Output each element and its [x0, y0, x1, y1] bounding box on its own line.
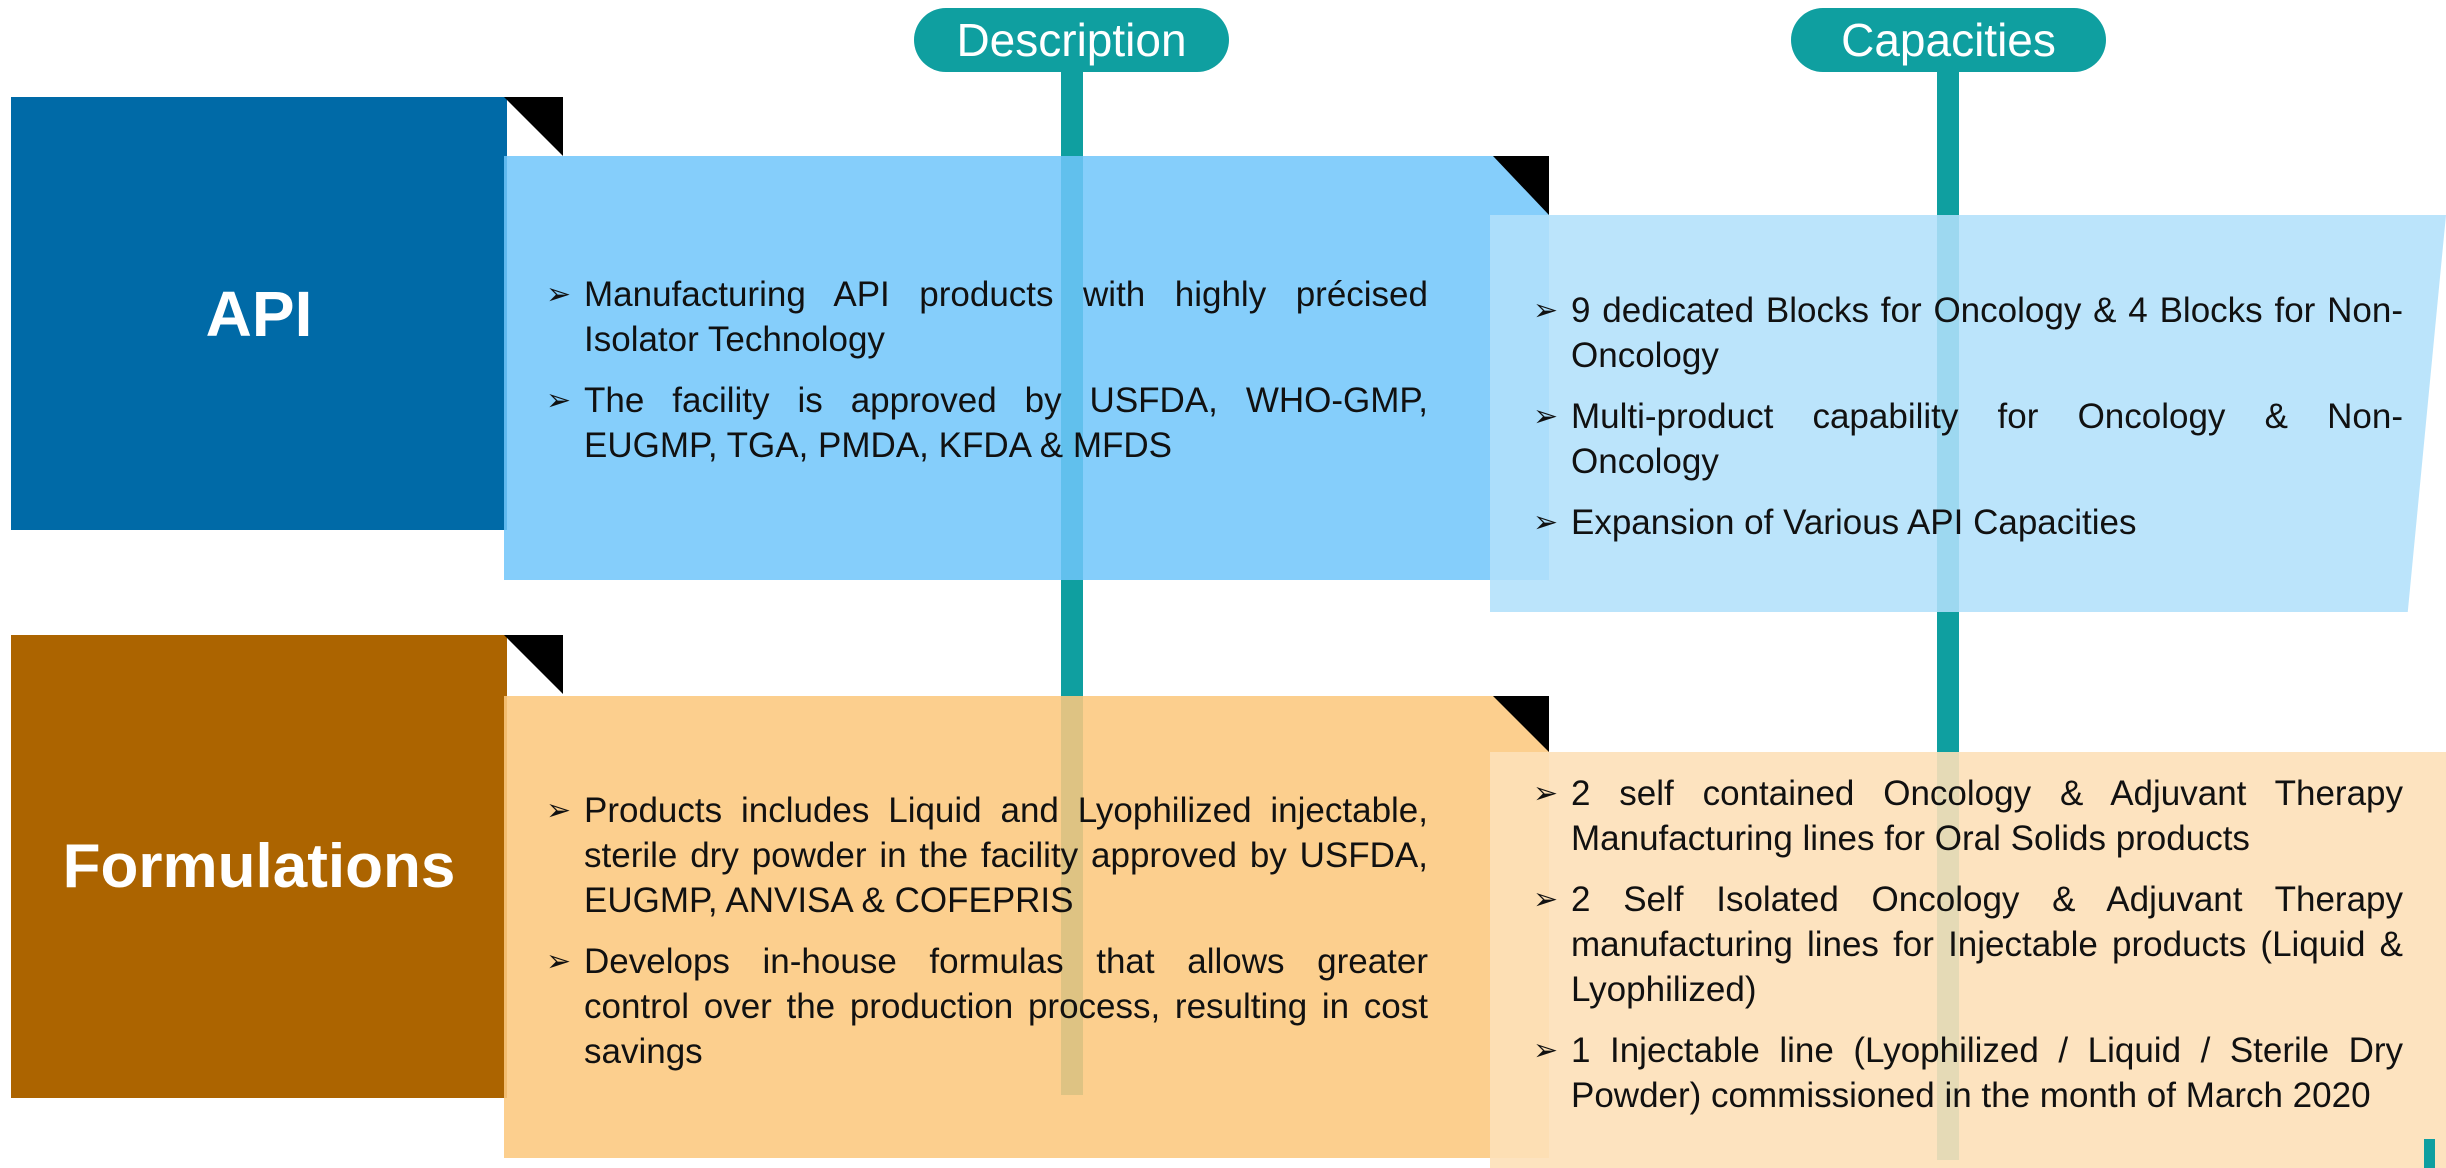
description-box: [504, 696, 1549, 1158]
corner: [1493, 156, 1549, 215]
row-label: API: [11, 97, 507, 530]
description-list: Manufacturing API products with highly p…: [546, 272, 1428, 484]
bullet-item: Manufacturing API products with highly p…: [546, 272, 1428, 362]
row-label-text: API: [205, 277, 313, 350]
corner: [504, 97, 563, 156]
capacities-list: 2 self contained Oncology & Adjuvant The…: [1533, 771, 2403, 1134]
description-list: Products includes Liquid and Lyophilized…: [546, 788, 1428, 1090]
bullet-item: Products includes Liquid and Lyophilized…: [546, 788, 1428, 923]
bullet-item: 2 self contained Oncology & Adjuvant The…: [1533, 771, 2403, 861]
bullet-item: Multi-product capability for Oncology & …: [1533, 394, 2403, 484]
accent-bar: [2424, 1139, 2435, 1168]
row-label: Formulations: [11, 635, 507, 1098]
bullet-item: 2 Self Isolated Oncology & Adjuvant Ther…: [1533, 877, 2403, 1012]
capacities-list: 9 dedicated Blocks for Oncology & 4 Bloc…: [1533, 288, 2403, 561]
bullet-item: Develops in-house formulas that allows g…: [546, 939, 1428, 1074]
bullet-item: 9 dedicated Blocks for Oncology & 4 Bloc…: [1533, 288, 2403, 378]
corner: [1493, 696, 1549, 752]
bullet-item: Expansion of Various API Capacities: [1533, 500, 2403, 545]
description-box: [504, 156, 1549, 580]
column-header: Capacities: [1791, 8, 2106, 72]
corner: [504, 635, 563, 694]
row-label-text: Formulations: [62, 832, 456, 901]
column-header: Description: [914, 8, 1229, 72]
bullet-item: The facility is approved by USFDA, WHO-G…: [546, 378, 1428, 468]
bullet-item: 1 Injectable line (Lyophilized / Liquid …: [1533, 1028, 2403, 1118]
